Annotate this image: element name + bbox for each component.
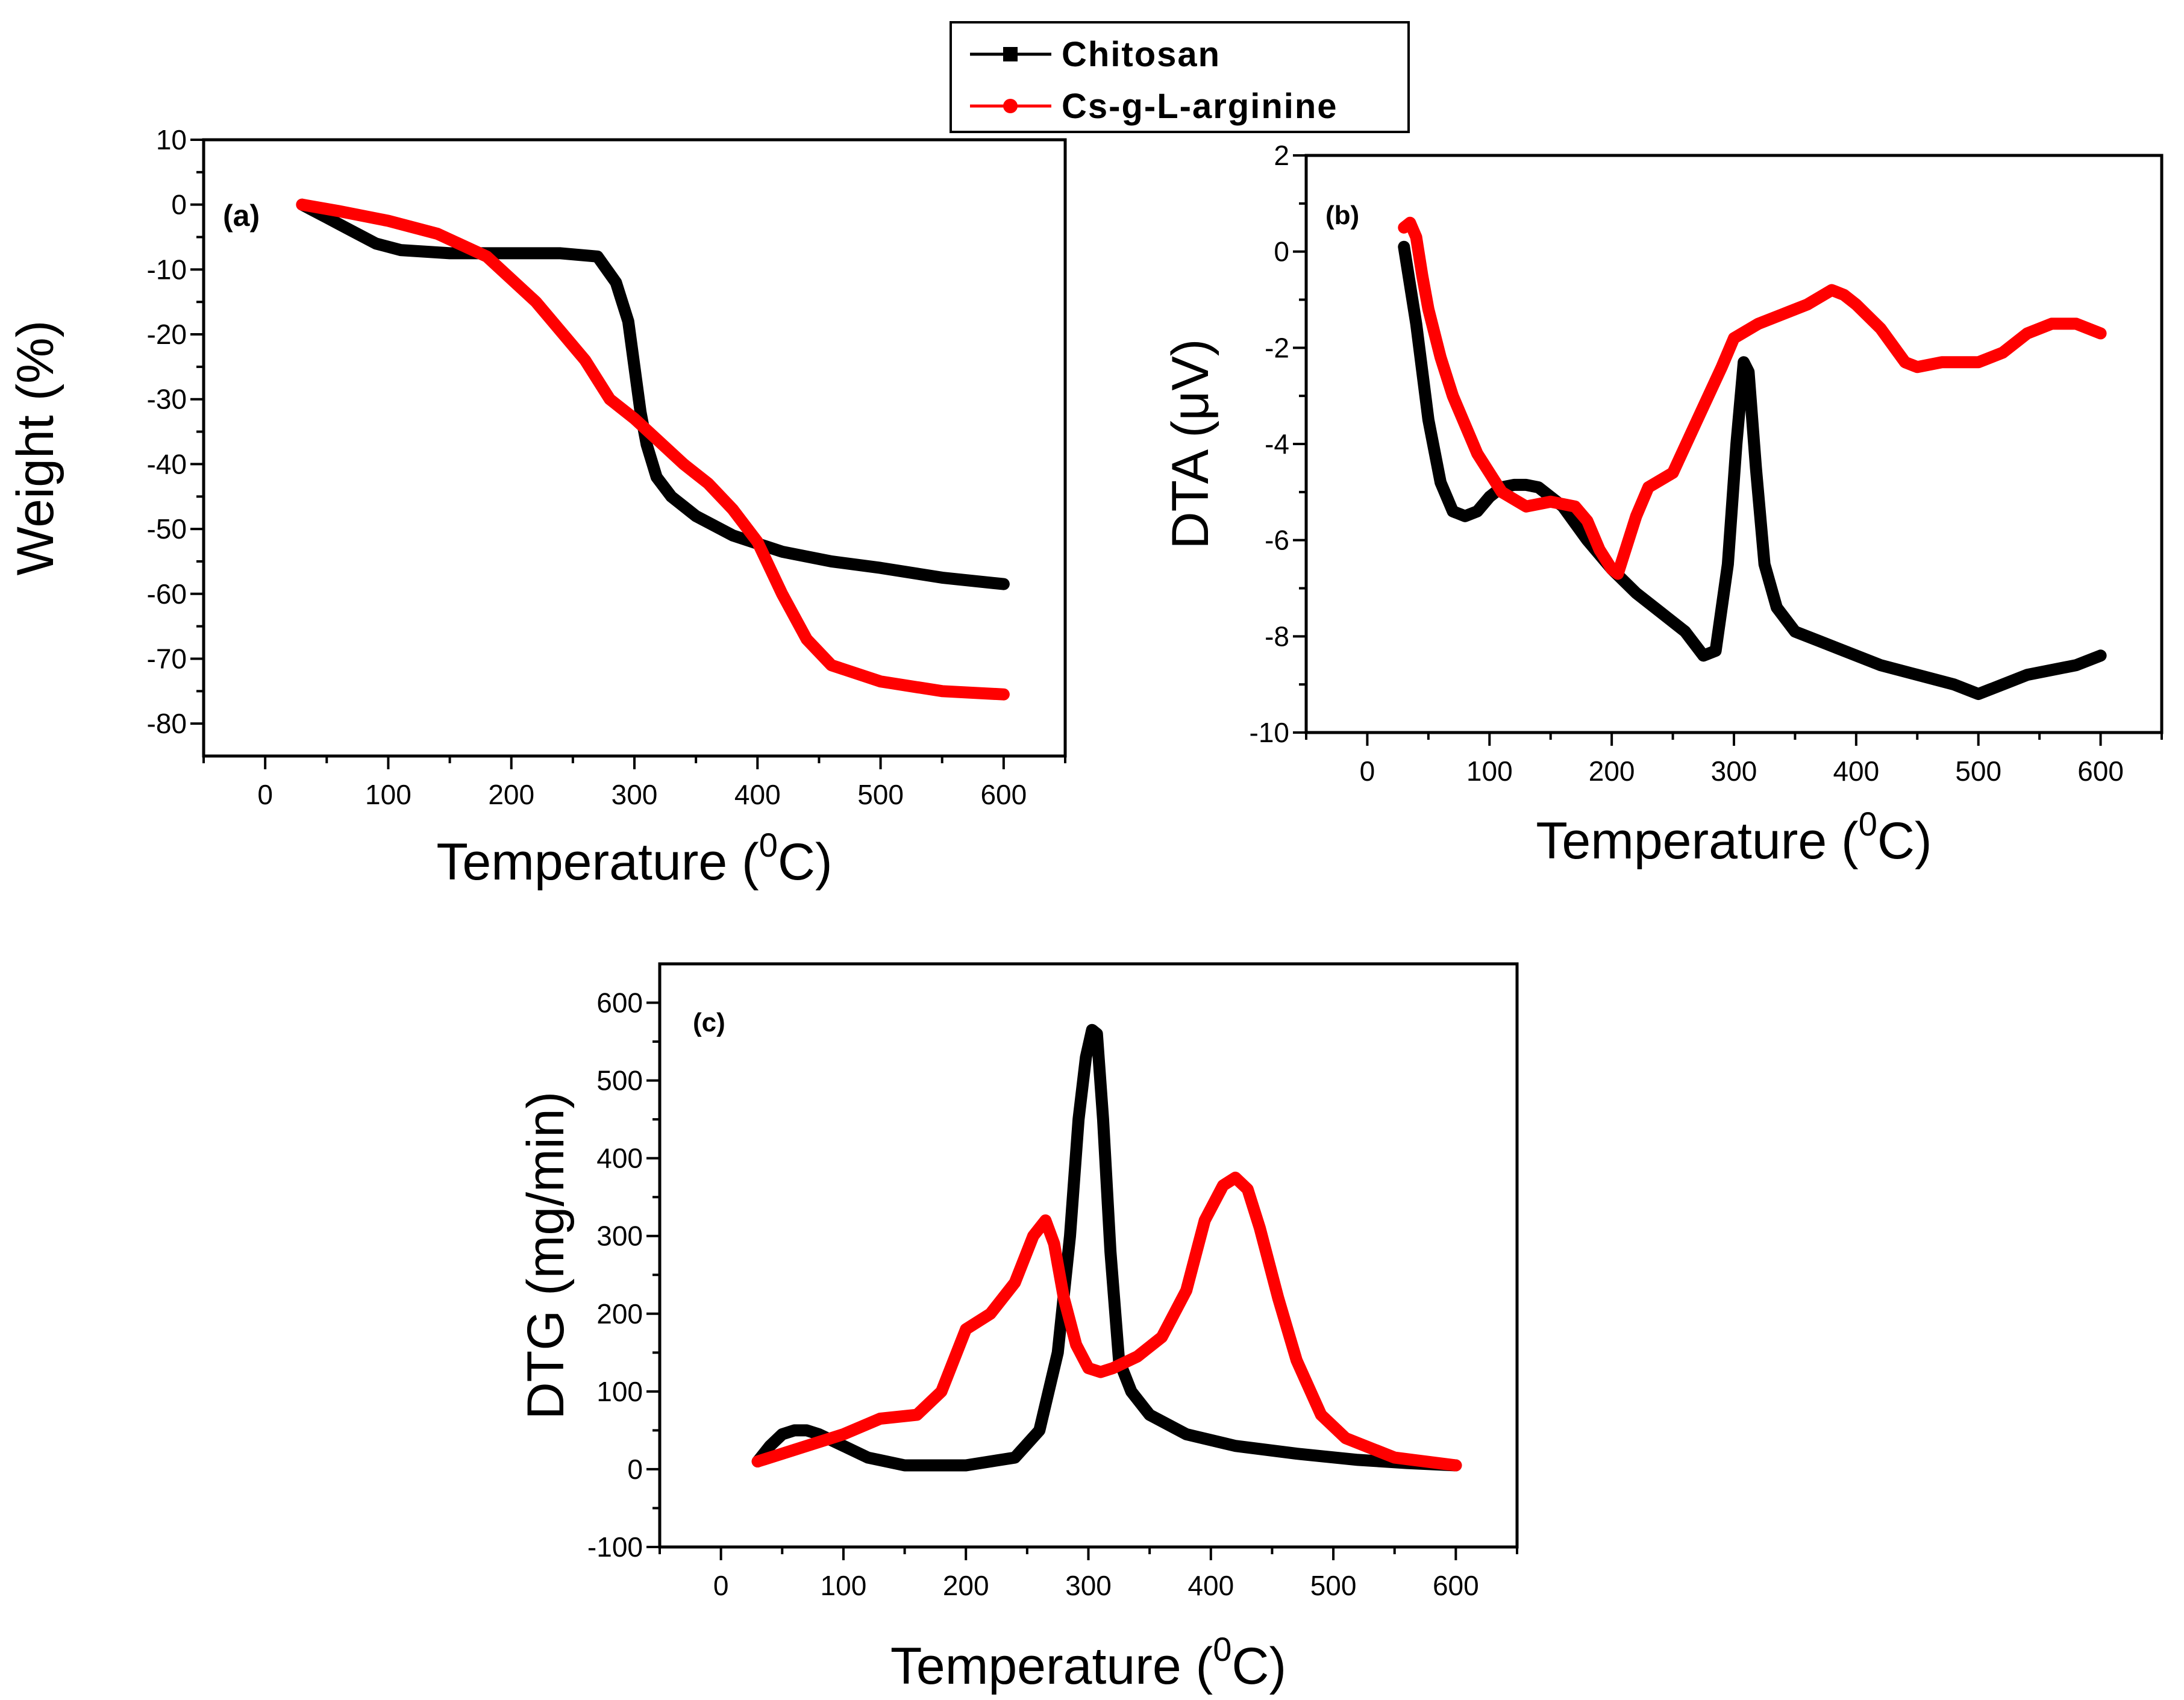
x-tick-label: 600 bbox=[980, 779, 1027, 810]
x-tick-label: 400 bbox=[1187, 1570, 1234, 1601]
y-axis-label: DTG (mg/min) bbox=[517, 1092, 575, 1420]
x-tick-label: 500 bbox=[857, 779, 904, 810]
x-tick-label: 0 bbox=[1360, 755, 1375, 787]
y-tick-label: -100 bbox=[587, 1531, 643, 1563]
y-tick-label: 0 bbox=[171, 189, 187, 220]
chart-b: 0 100 200 300 400 500 600 2 0 -2 -4 -6 -8 -10 Temperat… bbox=[1162, 140, 2164, 870]
x-tick-label: 200 bbox=[943, 1570, 989, 1601]
x-axis-label-unit: C) bbox=[1877, 812, 1932, 870]
y-axis-label: DTA (μV) bbox=[1162, 339, 1219, 549]
legend-marker-chitosan bbox=[1003, 47, 1018, 61]
y-tick-label: -30 bbox=[147, 384, 187, 415]
legend-box bbox=[950, 21, 1410, 133]
x-axis-label-sup: 0 bbox=[759, 826, 778, 864]
y-tick-label: 600 bbox=[596, 987, 643, 1019]
x-axis-label-text: Temperature ( bbox=[890, 1637, 1213, 1695]
y-tick-label: -8 bbox=[1265, 620, 1289, 652]
x-axis-label: Temperature (0C) bbox=[890, 1630, 1286, 1695]
legend-entry-cs-g-l-arginine: Cs-g-L-arginine bbox=[970, 87, 1338, 126]
y-tick-label: 400 bbox=[596, 1143, 643, 1174]
x-axis-label-text: Temperature ( bbox=[1536, 812, 1859, 870]
x-axis-label-unit: C) bbox=[1231, 1637, 1286, 1695]
y-tick-label: -2 bbox=[1265, 332, 1289, 363]
y-tick-label: -60 bbox=[147, 578, 187, 610]
y-tick-label: -50 bbox=[147, 513, 187, 545]
y-tick-label: 100 bbox=[596, 1376, 643, 1407]
y-tick-label: -10 bbox=[1250, 717, 1289, 748]
y-tick-label: -10 bbox=[147, 254, 187, 285]
x-axis-label: Temperature (0C) bbox=[436, 826, 832, 891]
series-line-cs-g-l-arginine bbox=[1398, 216, 2107, 580]
series-line-chitosan bbox=[296, 198, 1010, 590]
x-tick-label: 200 bbox=[1589, 755, 1635, 787]
y-tick-label: -6 bbox=[1265, 525, 1289, 556]
x-axis-label-sup: 0 bbox=[1859, 805, 1877, 843]
panel-label: (a) bbox=[223, 199, 260, 233]
x-tick-label: 300 bbox=[612, 779, 658, 810]
x-tick-label: 0 bbox=[257, 779, 273, 810]
x-tick-label: 100 bbox=[821, 1570, 867, 1601]
y-tick-label: -80 bbox=[147, 708, 187, 739]
series-line-chitosan bbox=[1398, 240, 2107, 701]
series-line-cs-g-l-arginine bbox=[296, 198, 1010, 701]
plot-frame bbox=[202, 138, 1067, 758]
x-tick-label: 100 bbox=[1466, 755, 1513, 787]
y-tick-label: 500 bbox=[596, 1065, 643, 1096]
legend-marker-cs-g-l-arginine bbox=[1003, 99, 1018, 113]
y-tick-label: 2 bbox=[1274, 140, 1289, 171]
series-line-chitosan bbox=[751, 1023, 1462, 1472]
x-tick-label: 400 bbox=[734, 779, 781, 810]
panel-label: (c) bbox=[693, 1008, 725, 1037]
y-tick-label: 10 bbox=[156, 124, 187, 155]
x-tick-label: 300 bbox=[1065, 1570, 1112, 1601]
chart-c: 0 100 200 300 400 500 600 600 500 400 300 200 100 0 -1… bbox=[517, 962, 1519, 1695]
x-tick-label: 100 bbox=[365, 779, 411, 810]
x-tick-label: 200 bbox=[488, 779, 534, 810]
x-tick-label: 400 bbox=[1833, 755, 1879, 787]
y-tick-label: 300 bbox=[596, 1220, 643, 1252]
y-tick-label: -20 bbox=[147, 319, 187, 350]
x-axis-label-unit: C) bbox=[778, 833, 833, 891]
x-axis-label-sup: 0 bbox=[1213, 1630, 1231, 1668]
legend-label-chitosan: Chitosan bbox=[1062, 35, 1221, 74]
x-tick-label: 600 bbox=[1433, 1570, 1479, 1601]
x-tick-label: 600 bbox=[2077, 755, 2124, 787]
panel-label: (b) bbox=[1325, 201, 1359, 230]
y-tick-label: 0 bbox=[1274, 236, 1289, 267]
y-tick-label: 0 bbox=[627, 1454, 643, 1485]
y-tick-label: 200 bbox=[596, 1298, 643, 1330]
x-axis-label-text: Temperature ( bbox=[436, 833, 759, 891]
x-tick-label: 300 bbox=[1711, 755, 1757, 787]
x-tick-label: 500 bbox=[1310, 1570, 1357, 1601]
chart-panels: 0 100 200 300 400 500 600100-10-20-30-40-50-60… bbox=[7, 124, 2164, 1695]
x-tick-label: 0 bbox=[713, 1570, 729, 1601]
y-tick-label: -40 bbox=[147, 448, 187, 480]
chart-a: 0 100 200 300 400 500 600100-10-20-30-40-50-60… bbox=[7, 124, 1067, 891]
legend-label-cs-g-l-arginine: Cs-g-L-arginine bbox=[1062, 87, 1338, 126]
x-tick-label: 500 bbox=[1955, 755, 2001, 787]
y-tick-label: -70 bbox=[147, 643, 187, 674]
legend-entry-chitosan: Chitosan bbox=[970, 35, 1221, 74]
x-axis-label: Temperature (0C) bbox=[1536, 805, 1932, 870]
y-tick-label: -4 bbox=[1265, 428, 1289, 460]
series-line-cs-g-l-arginine bbox=[751, 1171, 1462, 1472]
y-axis-label: Weight (%) bbox=[7, 320, 64, 576]
legend: Chitosan Cs-g-L-arginine bbox=[950, 21, 1410, 133]
